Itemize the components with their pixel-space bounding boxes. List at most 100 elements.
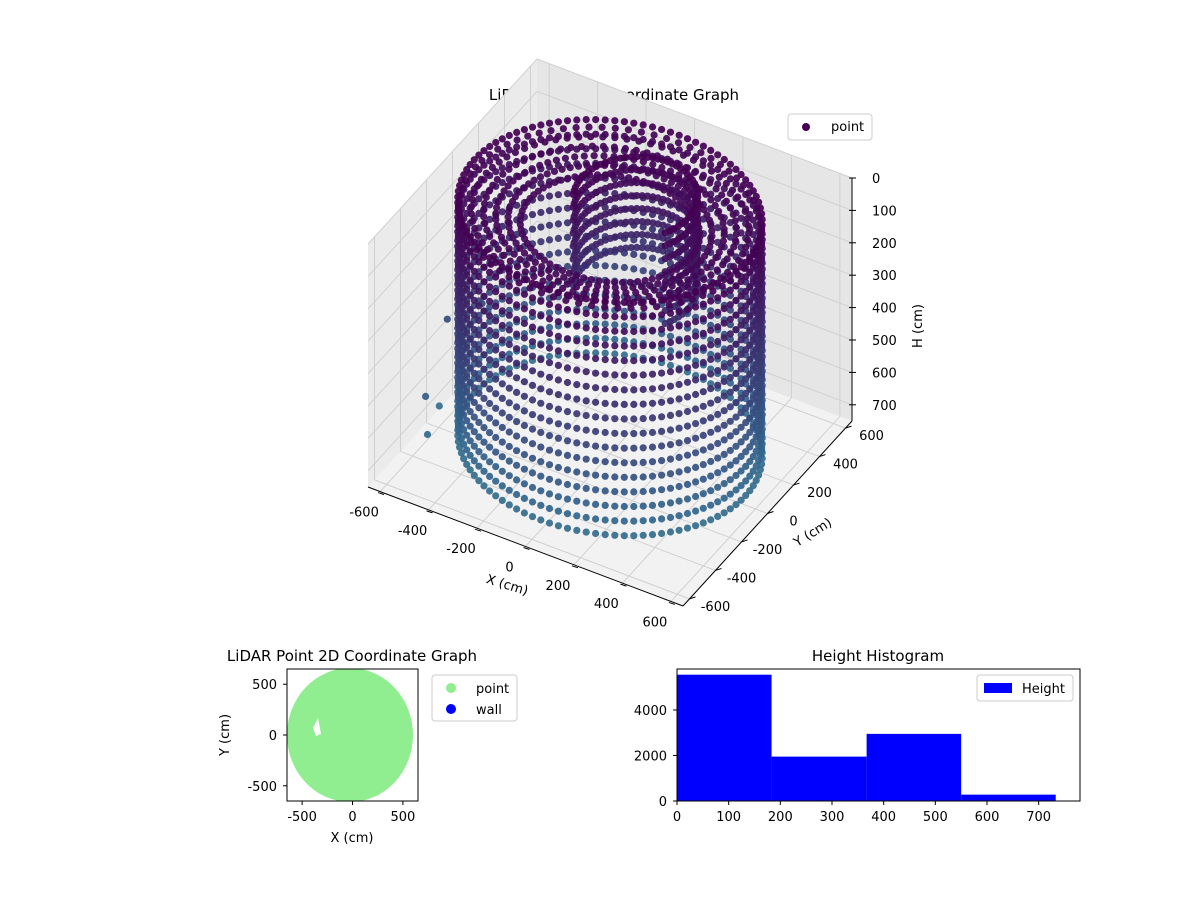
chart-3d-point: [746, 399, 754, 407]
chart-3d-point: [573, 366, 581, 374]
chart-3d-point: [512, 239, 520, 247]
chart-3d-point: [707, 282, 715, 291]
chart-3d-point: [601, 443, 609, 451]
chart-3d-point: [443, 315, 451, 323]
chart-3d-point: [573, 439, 581, 447]
chart-3d-point: [563, 393, 572, 401]
chart-3d-point: [737, 307, 745, 315]
chart-3d-point: [513, 403, 521, 411]
chart-3d-point: [666, 361, 675, 370]
chart-3d-point: [720, 334, 728, 342]
chart-3d-point: [758, 210, 766, 218]
chart-3d-point: [563, 280, 571, 288]
grid-line: [374, 479, 690, 600]
chart-3d-point: [718, 243, 726, 251]
chart-3d-point: [726, 344, 734, 352]
chart-3d-point: [563, 349, 572, 357]
chart-3d-point: [592, 413, 600, 421]
chart-3d-point: [708, 259, 716, 267]
chart-3d-point: [567, 143, 575, 152]
chart-3d-point: [563, 466, 572, 474]
chart-3d-point: [486, 399, 494, 408]
chart-3d-point: [647, 140, 655, 148]
chart-3d-point: [622, 218, 630, 226]
chart-3d-point: [732, 442, 740, 450]
chart-3d-point: [486, 361, 494, 369]
chart-3d-point: [714, 151, 722, 159]
chart-3d-point: [746, 297, 754, 305]
chart-3d-point: [648, 516, 657, 524]
chart-3d-point: [486, 347, 494, 355]
chart-3d-point: [573, 424, 581, 432]
chart-3d-point: [638, 244, 646, 252]
chart-3d-point: [522, 260, 531, 269]
chart-3d-point: [692, 318, 700, 326]
chart-3d-point: [691, 168, 699, 176]
chart-3d-point: [675, 395, 683, 403]
chart-3d-point: [620, 532, 628, 540]
chart-3d-point: [563, 291, 572, 299]
chart-3d-point: [720, 494, 728, 502]
chart-3d-point: [495, 158, 503, 166]
chart-3d-point: [658, 325, 666, 333]
chart-3d-point: [592, 384, 600, 392]
chart-3d-point: [578, 143, 586, 151]
chart-3d-point: [513, 272, 521, 280]
chart-3d-point: [457, 289, 465, 297]
chart-3d-point: [494, 245, 502, 253]
chart-3d-point: [569, 216, 577, 224]
chart-3d-point: [457, 259, 465, 268]
chart-3d-point: [520, 157, 528, 165]
chart-3d-point: [470, 267, 478, 275]
chart-3d-point: [675, 380, 683, 389]
chart-3d-point: [493, 175, 501, 184]
chart-3d-point: [528, 513, 537, 521]
chart-3d-point: [661, 229, 669, 237]
chart-3d-point: [732, 296, 740, 305]
chart-3d-point: [647, 180, 655, 188]
chart-3d-point: [699, 461, 707, 469]
chart-3d-point: [510, 250, 518, 258]
chart-3d-point: [463, 431, 471, 439]
chart-3d-point: [552, 156, 561, 164]
chart-3d-point: [572, 272, 581, 280]
chart-3d-point: [746, 443, 754, 451]
chart-3d-point: [720, 392, 728, 400]
chart-3d-point: [622, 179, 630, 187]
chart-3d-point: [611, 531, 619, 539]
chart-3d-point: [564, 174, 572, 182]
chart-3d-point: [639, 385, 647, 394]
chart-3d-point: [737, 365, 745, 373]
chart-3d-point: [726, 286, 734, 294]
chart-3d-point: [582, 309, 590, 317]
chart-3d-point: [563, 408, 572, 416]
chart-3d-point: [683, 524, 692, 532]
chart-3d-point: [528, 411, 537, 419]
x-axis-line: [367, 486, 684, 607]
chart-3d-point: [545, 181, 553, 189]
chart-3d-point: [575, 299, 583, 307]
histogram-y-tick-label: 4000: [634, 704, 667, 719]
chart-3d-point: [746, 414, 754, 422]
chart-3d-point: [627, 205, 635, 213]
chart-3d-point: [707, 472, 715, 480]
histogram-x-tick-label: 400: [871, 810, 896, 825]
chart-3d-point: [648, 326, 657, 334]
chart-3d-point: [707, 443, 715, 451]
chart-3d-point: [575, 133, 583, 141]
chart-3d-point: [624, 126, 633, 134]
chart-2d-x-axis-label: X (cm): [331, 831, 374, 846]
chart-3d-point: [492, 361, 500, 369]
chart-3d-point: [492, 273, 500, 281]
chart-3d-point: [683, 320, 692, 328]
chart-3d-point: [669, 275, 677, 283]
chart-3d-point: [486, 332, 494, 340]
chart-3d-point: [569, 190, 577, 198]
chart-3d-point: [639, 327, 647, 335]
chart-3d-point: [655, 273, 663, 281]
chart-3d-point: [755, 384, 763, 392]
chart-3d-point: [481, 219, 489, 227]
chart-2d-y-tick-label: 0: [269, 729, 277, 744]
chart-3d-point: [627, 192, 635, 200]
chart-3d-point: [505, 268, 513, 276]
